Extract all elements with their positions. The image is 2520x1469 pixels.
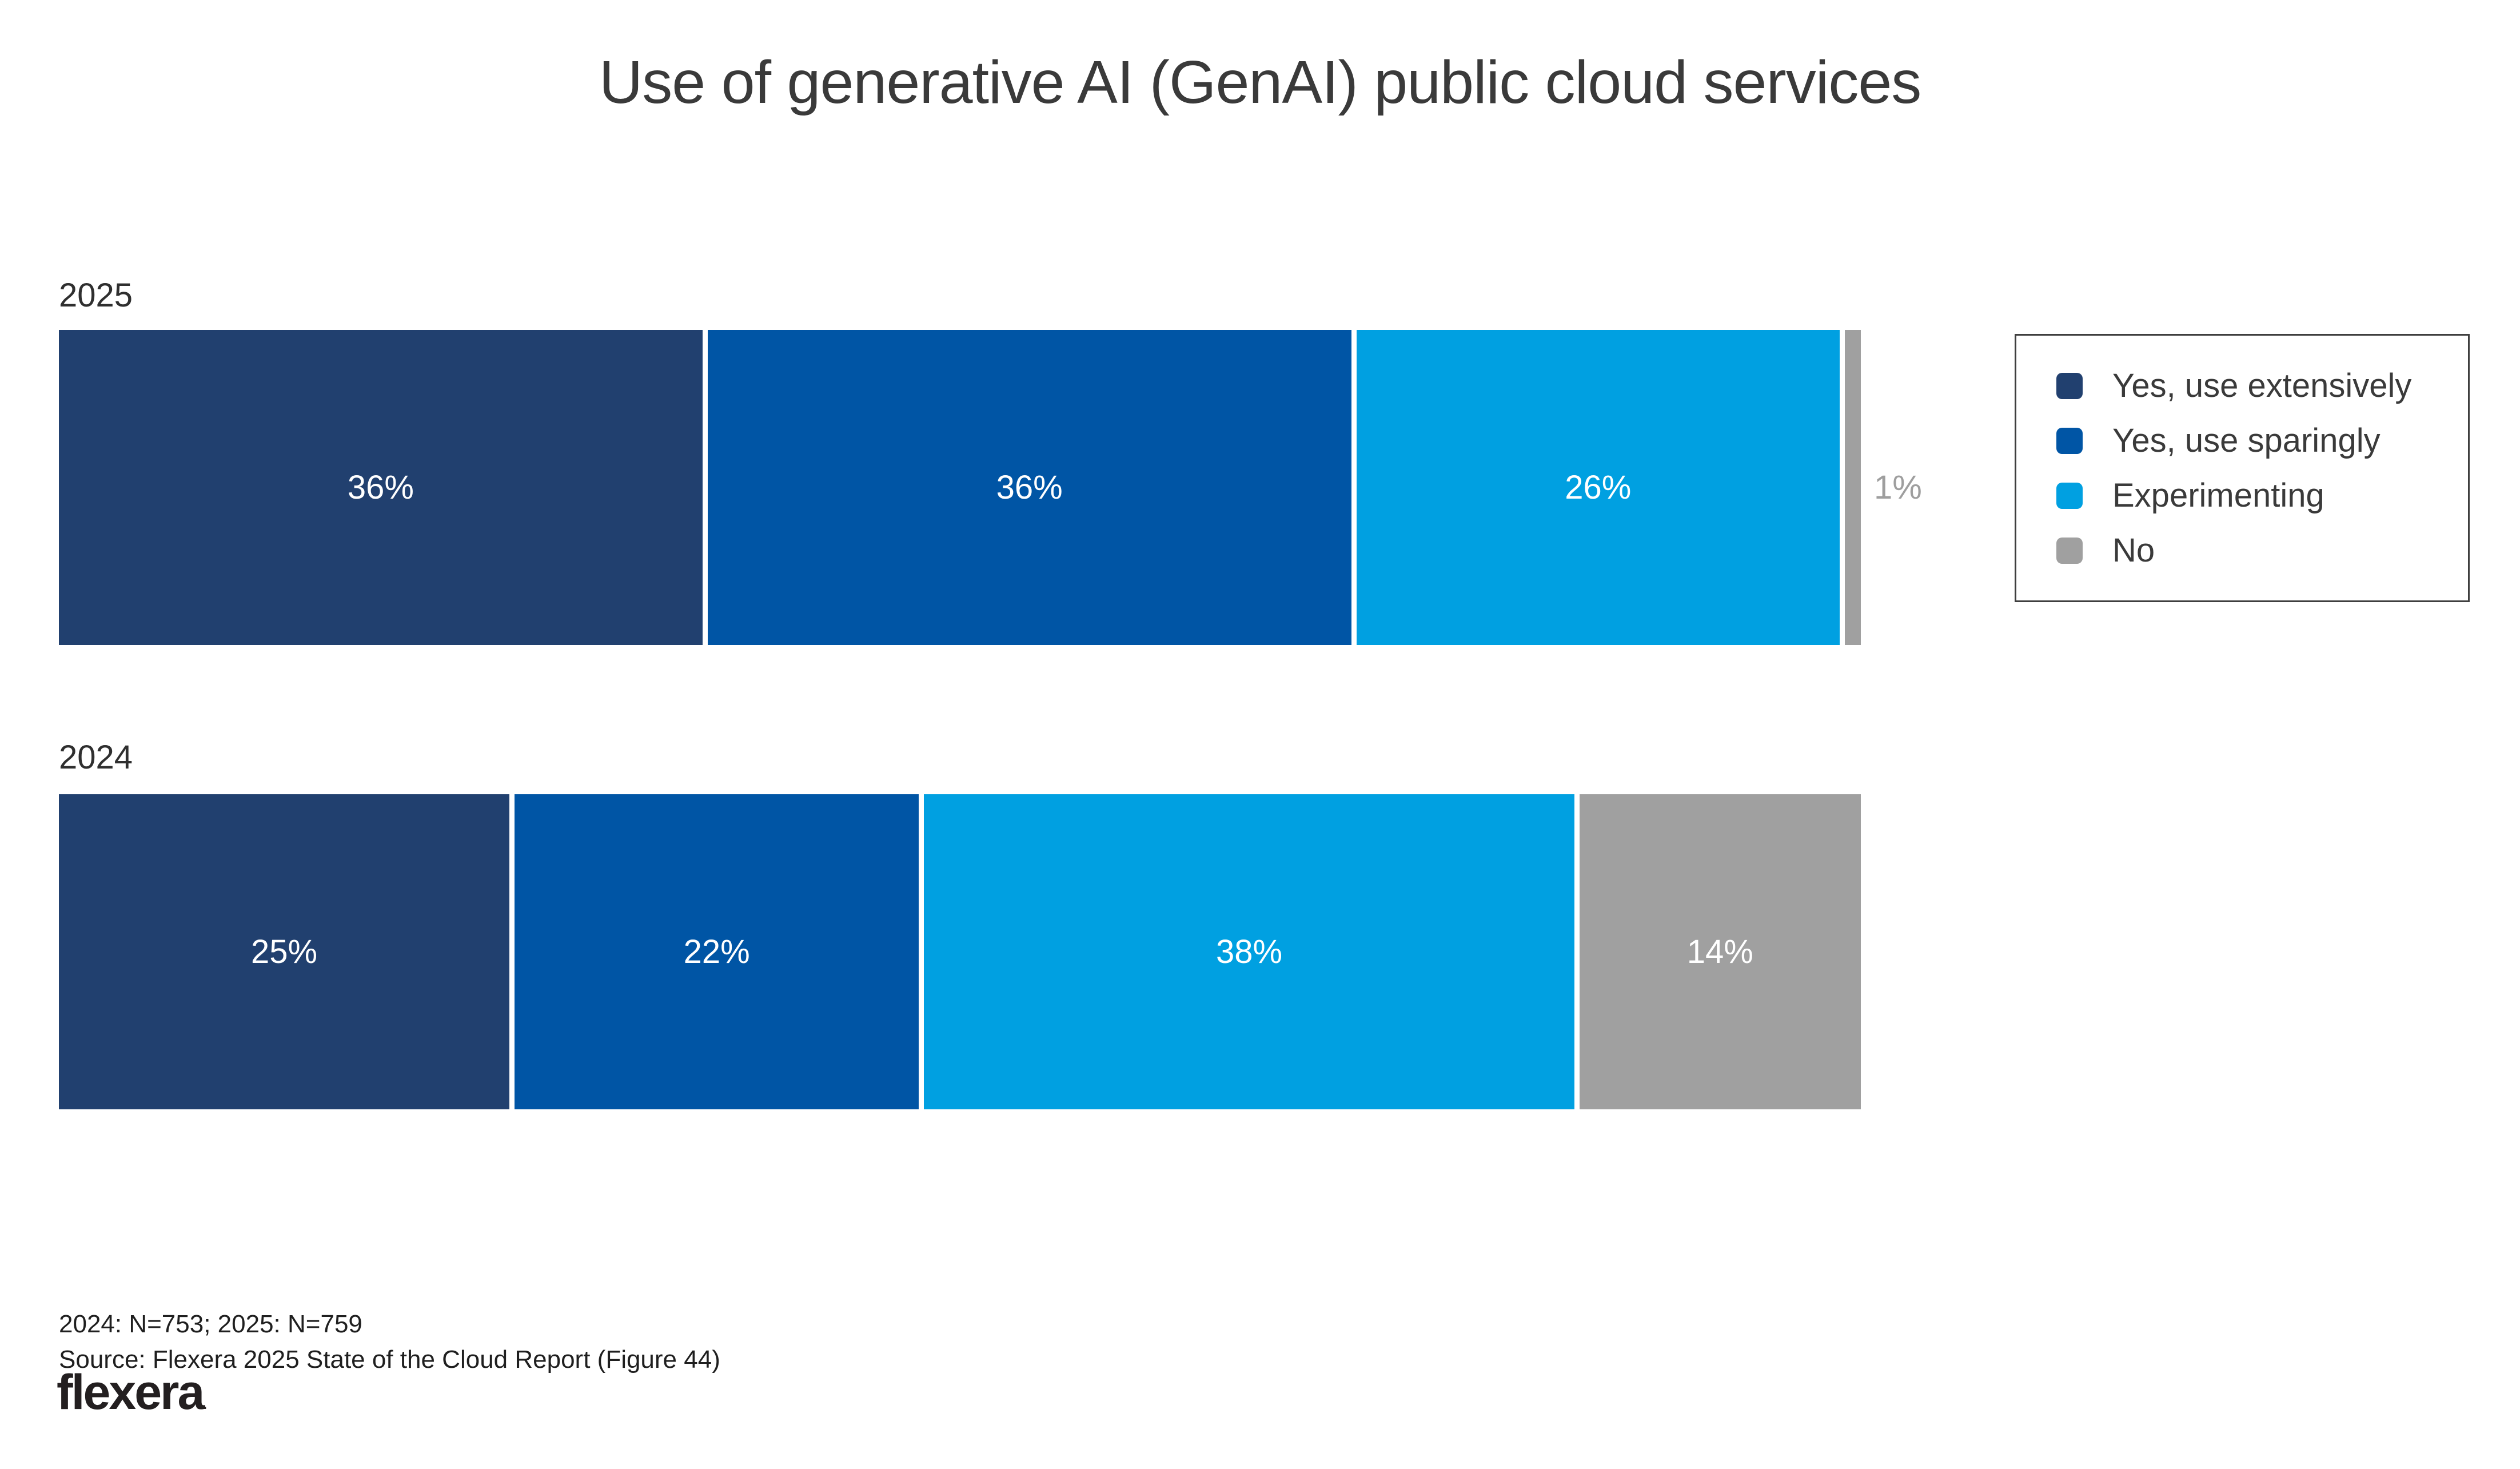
bar-segment-2025-no xyxy=(1844,330,1861,645)
legend-swatch-sparingly-icon xyxy=(2056,427,2083,454)
flexera-logo-text: flexera xyxy=(57,1365,205,1420)
bar-segment-2024-no: 14% xyxy=(1579,794,1861,1109)
legend-item-no: No xyxy=(2056,534,2468,567)
chart-title: Use of generative AI (GenAI) public clou… xyxy=(599,49,1922,116)
legend-label: No xyxy=(2112,531,2155,569)
legend-swatch-extensively-icon xyxy=(2056,372,2083,399)
bar-segment-2024-sparingly: 22% xyxy=(514,794,919,1109)
bar-segment-2024-experimenting: 38% xyxy=(924,794,1574,1109)
segment-value-label: 38% xyxy=(1215,933,1283,970)
outside-value-label-2025-no: 1% xyxy=(1874,330,1922,645)
segment-value-label: 22% xyxy=(683,933,750,970)
bar-segment-2025-extensively: 36% xyxy=(59,330,703,645)
segment-value-label: 25% xyxy=(250,933,318,970)
legend-label: Yes, use extensively xyxy=(2112,367,2412,404)
segment-value-label: 26% xyxy=(1565,469,1632,506)
segment-value-label: 36% xyxy=(347,469,414,506)
bar-segment-2025-experimenting: 26% xyxy=(1356,330,1840,645)
outside-value-text: 1% xyxy=(1874,469,1922,506)
legend-item-extensively: Yes, use extensively xyxy=(2056,369,2468,403)
flexera-logo-trademark-icon: . xyxy=(203,1397,207,1412)
stacked-bar-2025: 36% 36% 26% xyxy=(59,330,1861,645)
sample-size-note: 2024: N=753; 2025: N=759 xyxy=(59,1310,362,1338)
flexera-logo: flexera. xyxy=(57,1368,207,1417)
bar-segment-2024-extensively: 25% xyxy=(59,794,509,1109)
source-note: Source: Flexera 2025 State of the Cloud … xyxy=(59,1345,720,1374)
legend-swatch-no-icon xyxy=(2056,537,2083,564)
legend-box: Yes, use extensively Yes, use sparingly … xyxy=(2015,334,2470,602)
stacked-bar-2024: 25% 22% 38% 14% xyxy=(59,794,1861,1109)
segment-value-label: 14% xyxy=(1686,933,1753,970)
category-label-2024: 2024 xyxy=(59,739,133,776)
category-label-2025: 2025 xyxy=(59,277,133,314)
legend-label: Yes, use sparingly xyxy=(2112,421,2381,459)
legend-item-experimenting: Experimenting xyxy=(2056,479,2468,512)
legend-label: Experimenting xyxy=(2112,476,2324,514)
segment-value-label: 36% xyxy=(996,469,1063,506)
legend-item-sparingly: Yes, use sparingly xyxy=(2056,424,2468,457)
bar-segment-2025-sparingly: 36% xyxy=(707,330,1351,645)
legend-swatch-experimenting-icon xyxy=(2056,482,2083,509)
